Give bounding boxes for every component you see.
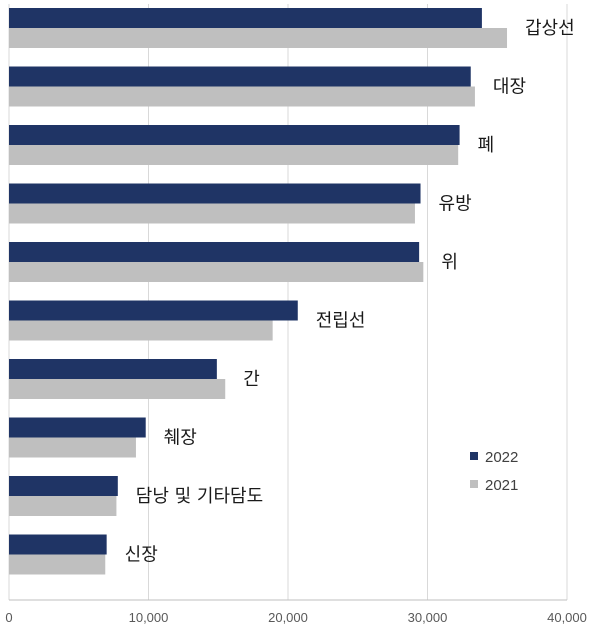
x-tick-label: 30,000 xyxy=(408,610,448,625)
bar-2022-7 xyxy=(9,359,217,379)
category-label: 위 xyxy=(441,252,458,273)
bar-2022-5 xyxy=(9,242,420,262)
bar-2022-4 xyxy=(9,183,421,204)
category-label: 대장 xyxy=(493,77,526,98)
bar-2021-4 xyxy=(9,203,415,224)
x-tick-label: 10,000 xyxy=(129,610,169,625)
bar-2021-5 xyxy=(9,262,424,282)
category-label: 신장 xyxy=(125,545,158,566)
legend-label-2022: 2022 xyxy=(485,449,518,466)
bar-2021-1 xyxy=(9,28,508,48)
category-label: 담낭 및 기타담도 xyxy=(136,486,263,507)
bar-2021-10 xyxy=(9,554,106,575)
x-axis-ticks: 0 10,000 20,000 30,000 40,000 xyxy=(5,610,587,625)
bar-2021-7 xyxy=(9,379,226,399)
bar-2022-9 xyxy=(9,476,118,496)
x-tick-label: 20,000 xyxy=(268,610,308,625)
bar-2022-10 xyxy=(9,534,107,555)
bar-2022-3 xyxy=(9,125,460,145)
legend-swatch-2022 xyxy=(470,452,478,460)
x-tick-label: 0 xyxy=(5,610,12,625)
category-label: 갑상선 xyxy=(525,18,575,39)
legend-label-2021: 2021 xyxy=(485,477,518,494)
category-label: 췌장 xyxy=(164,428,197,449)
bar-2021-6 xyxy=(9,320,273,341)
bar-2021-8 xyxy=(9,437,136,458)
category-label: 폐 xyxy=(478,135,495,156)
bar-2022-1 xyxy=(9,8,482,28)
bar-2022-2 xyxy=(9,66,471,87)
bar-2021-2 xyxy=(9,86,475,107)
bar-2022-8 xyxy=(9,417,146,438)
x-tick-label: 40,000 xyxy=(547,610,587,625)
legend: 2022 2021 xyxy=(470,449,518,494)
bar-2021-9 xyxy=(9,496,117,516)
category-label: 전립선 xyxy=(316,311,366,332)
bar-2021-3 xyxy=(9,145,459,165)
legend-swatch-2021 xyxy=(470,480,478,488)
bars xyxy=(9,8,508,575)
bar-2022-6 xyxy=(9,300,298,321)
category-label: 간 xyxy=(243,369,260,390)
category-label: 유방 xyxy=(439,194,472,215)
